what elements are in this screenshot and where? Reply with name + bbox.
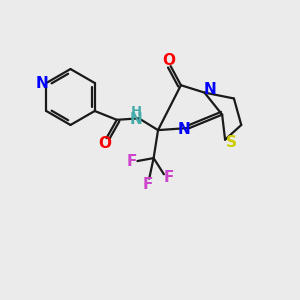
Text: N: N <box>204 82 217 97</box>
Text: S: S <box>226 135 236 150</box>
Text: H: H <box>130 105 142 119</box>
Text: N: N <box>178 122 190 137</box>
Text: O: O <box>98 136 112 151</box>
Text: F: F <box>127 154 137 169</box>
Text: F: F <box>164 170 174 185</box>
Text: N: N <box>130 112 142 127</box>
Text: O: O <box>163 53 176 68</box>
Text: F: F <box>142 176 153 191</box>
Text: N: N <box>35 76 48 91</box>
